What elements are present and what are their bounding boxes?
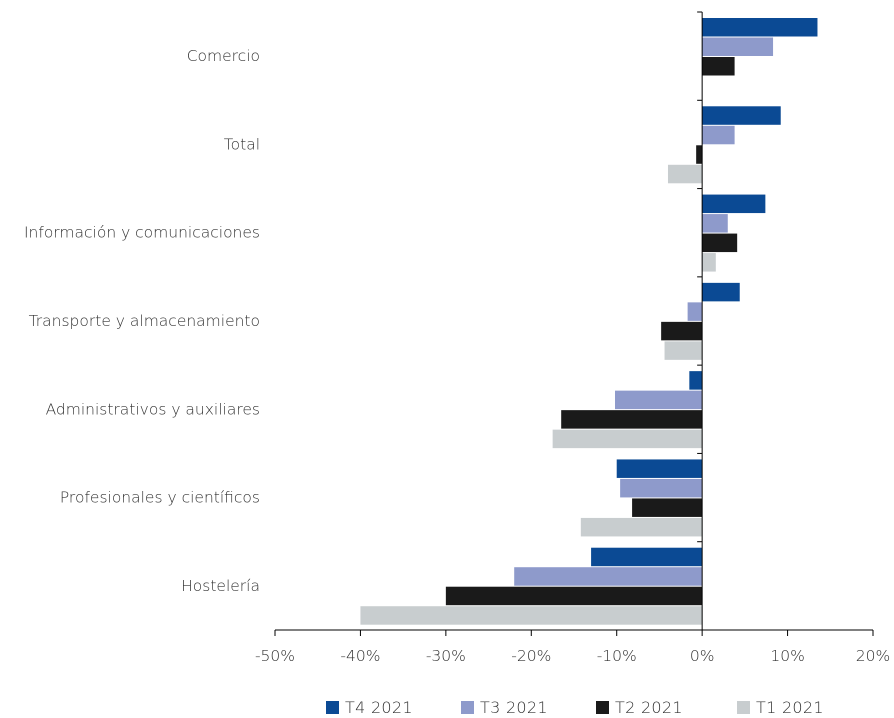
category-label: Comercio (187, 47, 260, 65)
bar-t2-2021-1 (702, 57, 735, 76)
bar-t4-2021-2 (702, 106, 781, 125)
category-label: Profesionales y científicos (60, 489, 260, 507)
bar-t4-2021-4 (702, 282, 740, 302)
x-tick-label: -40% (340, 647, 380, 665)
bar-t4-2021-6 (616, 459, 703, 478)
bar-t1-2021-3 (702, 253, 716, 272)
legend-item: T1 2021 (737, 696, 824, 718)
bar-t4-2021-1 (702, 18, 818, 37)
bar-t1-2021-7 (360, 606, 703, 625)
legend-label: T1 2021 (756, 697, 824, 717)
legend-label: T3 2021 (480, 697, 548, 717)
bar-t4-2021-3 (702, 194, 766, 214)
bar-t2-2021-5 (561, 410, 703, 429)
x-tick-label: -30% (426, 647, 466, 665)
legend: T4 2021 T3 2021 T2 2021 T1 2021 (0, 696, 894, 718)
bar-t2-2021-6 (632, 498, 703, 517)
bar-t1-2021-4 (664, 341, 703, 360)
bar-t2-2021-4 (661, 321, 703, 341)
bar-t1-2021-5 (552, 429, 703, 449)
bar-t4-2021-7 (591, 547, 703, 567)
category-label: Hostelería (181, 577, 260, 595)
bar-t3-2021-3 (702, 214, 728, 233)
legend-swatch (596, 700, 609, 714)
category-label: Transporte y almacenamiento (29, 312, 260, 330)
x-tick-label: 10% (770, 647, 804, 665)
bar-t3-2021-4 (687, 302, 703, 321)
category-label: Información y comunicaciones (24, 224, 260, 242)
category-label: Administrativos y auxiliares (46, 400, 260, 418)
bar-t2-2021-3 (702, 233, 738, 253)
bar-t2-2021-7 (445, 586, 703, 606)
bar-t2-2021-2 (696, 145, 703, 164)
x-tick-label: -50% (255, 647, 295, 665)
bar-t1-2021-2 (667, 164, 703, 184)
bar-t1-2021-6 (580, 517, 703, 537)
bar-t3-2021-2 (702, 125, 735, 145)
x-tick-label: -10% (597, 647, 637, 665)
bar-t4-2021-5 (689, 371, 703, 390)
bar-t3-2021-5 (615, 390, 703, 410)
category-label: Total (224, 135, 260, 153)
legend-swatch (737, 700, 750, 714)
bar-t3-2021-7 (514, 567, 703, 586)
legend-swatch (461, 700, 474, 714)
bar-t3-2021-6 (620, 478, 703, 498)
legend-label: T4 2021 (345, 697, 413, 717)
bar-t3-2021-1 (702, 37, 774, 56)
legend-label: T2 2021 (615, 697, 683, 717)
x-tick-label: -20% (511, 647, 551, 665)
x-tick-label: 0% (690, 647, 715, 665)
legend-item: T4 2021 (326, 696, 413, 718)
legend-item: T3 2021 (461, 696, 548, 718)
legend-item: T2 2021 (596, 696, 683, 718)
x-tick-label: 20% (856, 647, 890, 665)
legend-swatch (326, 700, 339, 714)
